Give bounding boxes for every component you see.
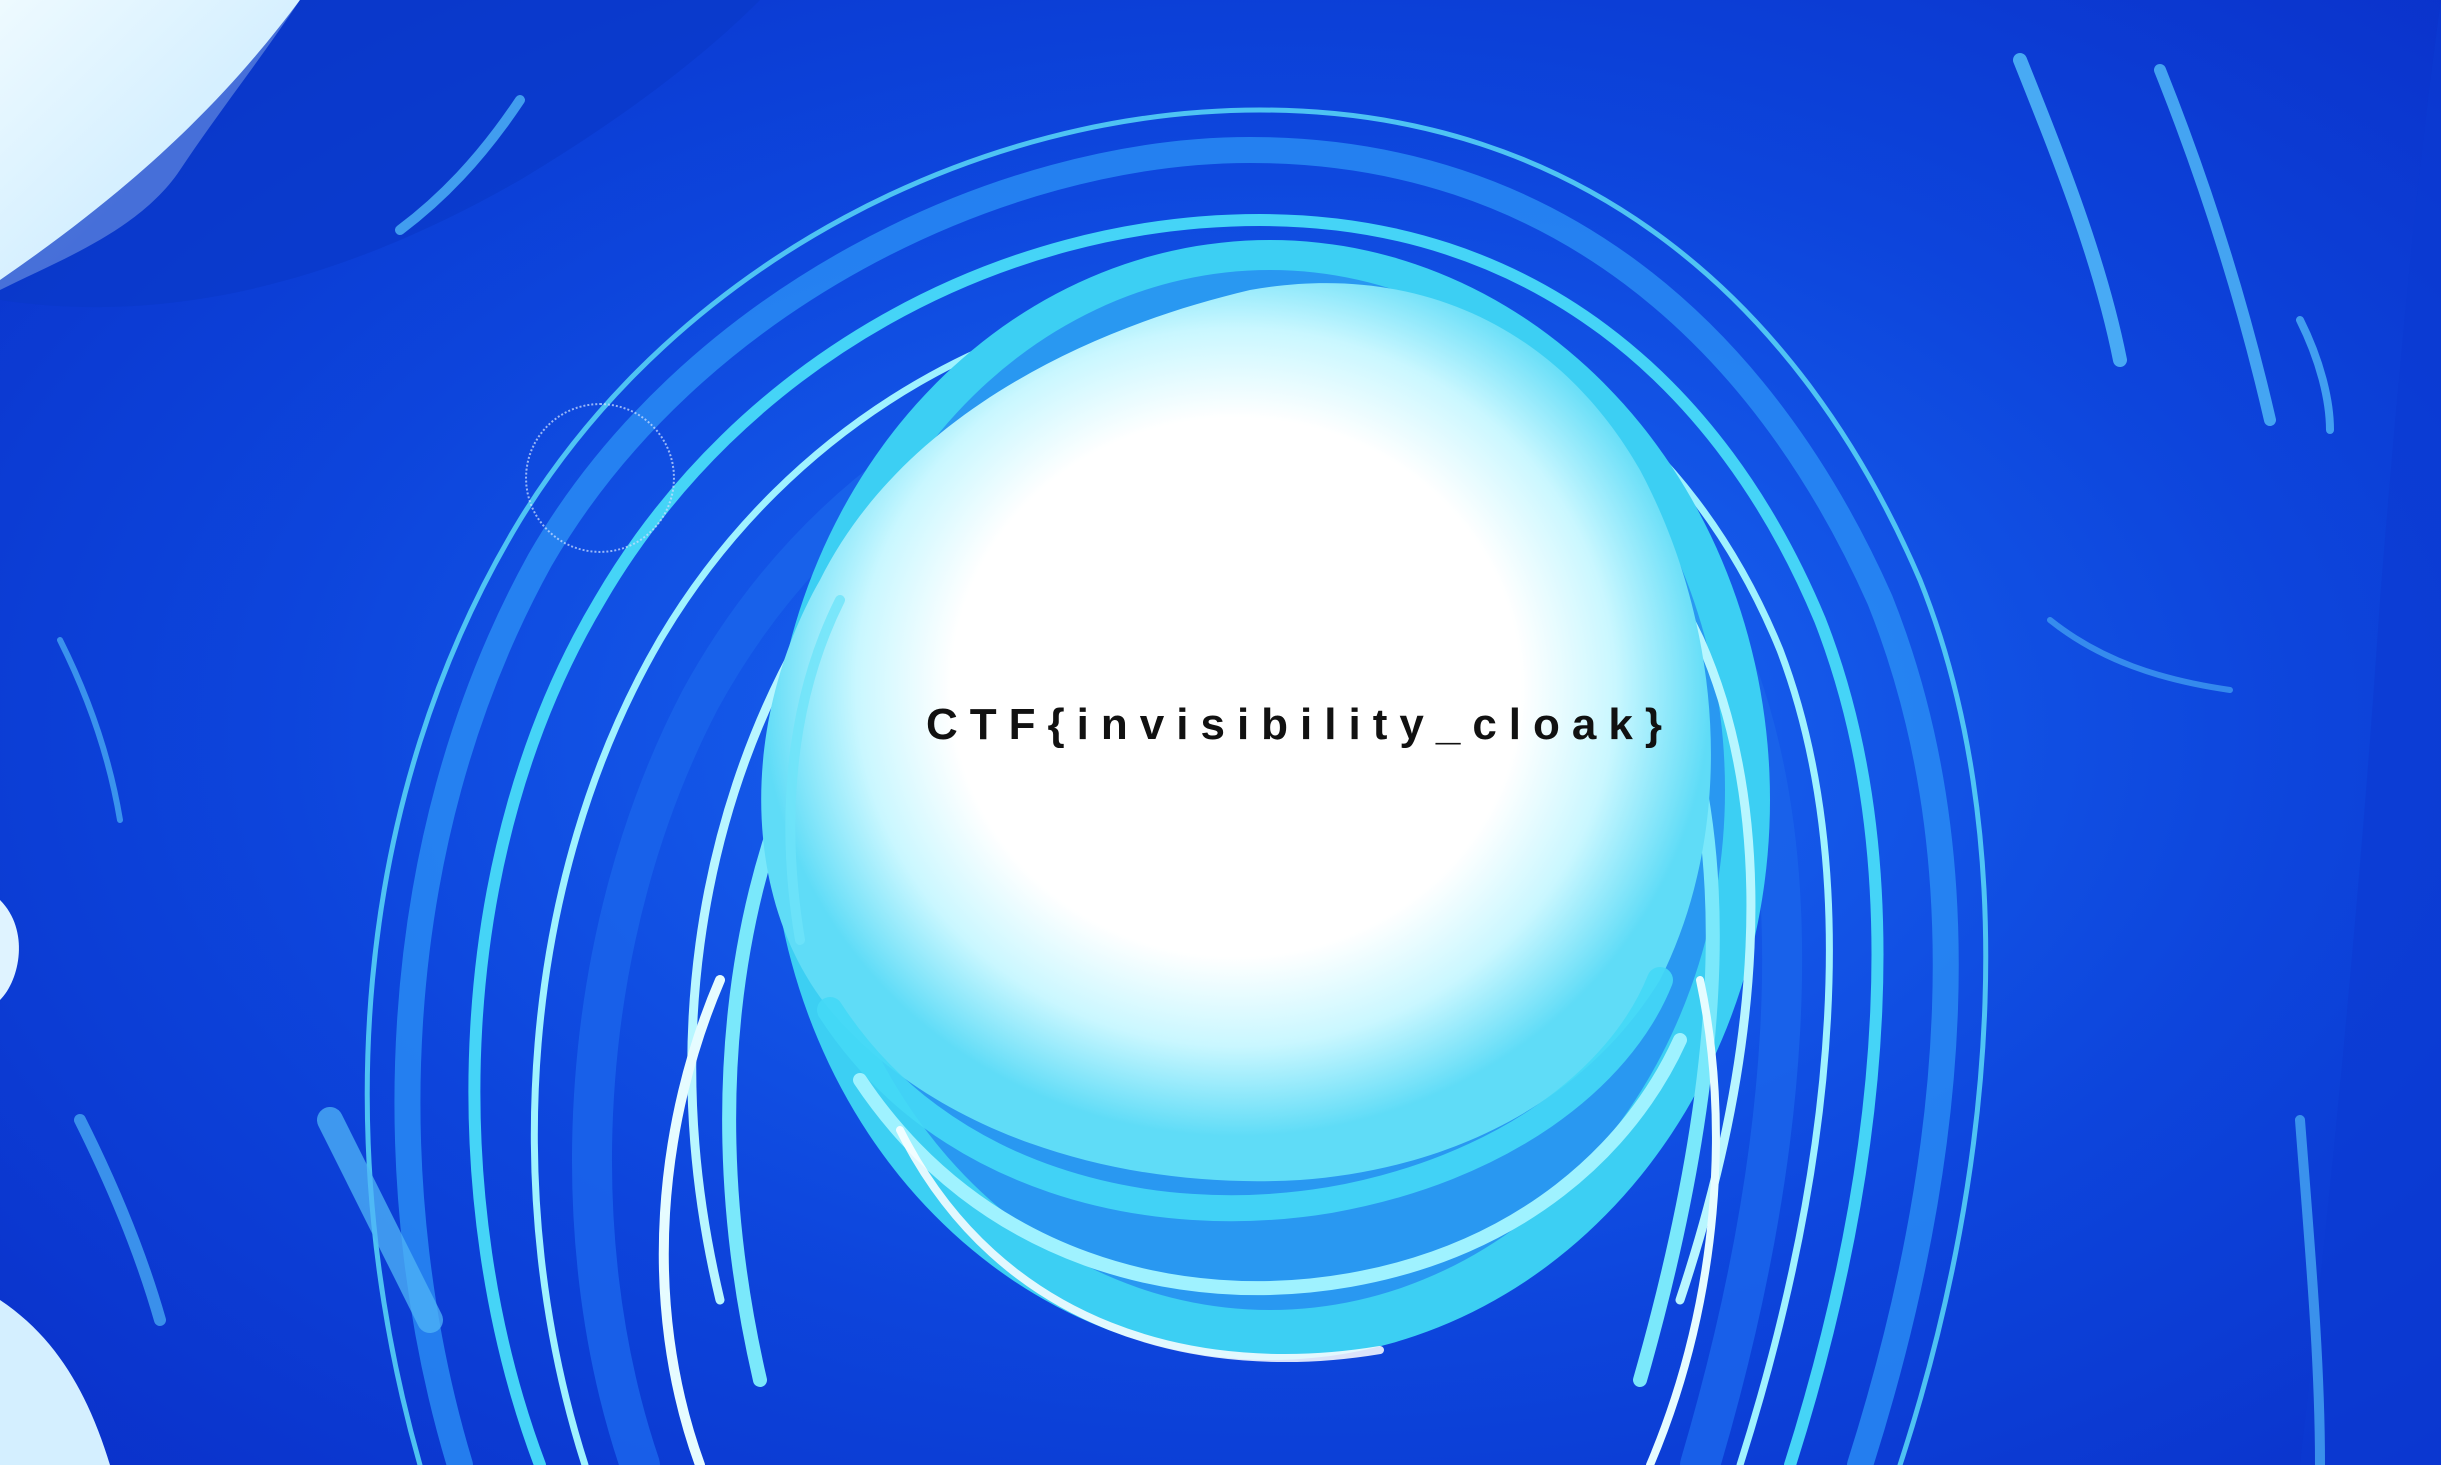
white-center-glow (761, 283, 1711, 1182)
corner-light-area (0, 0, 300, 290)
flag-text: CTF{invisibility_cloak} (926, 700, 1674, 749)
outer-streaks (57, 53, 2334, 1465)
dotted-circle-marker (525, 403, 675, 553)
